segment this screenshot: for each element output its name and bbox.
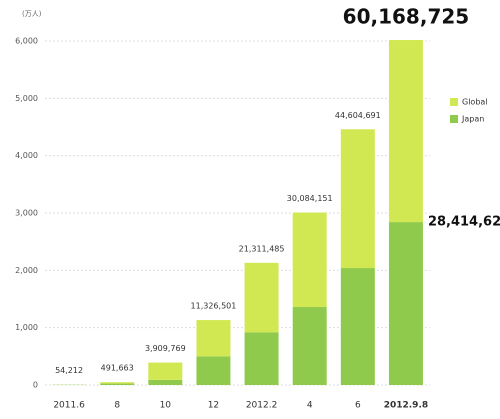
bar-segment (292, 212, 327, 308)
y-tick-label: 5,000 (15, 94, 38, 103)
bar-segment (244, 332, 279, 385)
x-tick-label: 12 (208, 401, 219, 411)
total-label: 3,909,769 (145, 344, 186, 353)
bar-segment (148, 379, 183, 385)
bar-segment (340, 268, 375, 385)
bar-segment (100, 383, 135, 385)
total-label: 44,604,691 (335, 111, 381, 120)
x-tick-label: 2011.6 (53, 401, 85, 411)
bar-segment (244, 262, 279, 333)
y-tick-label: 0 (33, 381, 38, 390)
y-tick-label: 1,000 (15, 323, 38, 332)
x-tick-label: 2012.9.8 (384, 401, 428, 411)
legend-swatch (450, 98, 458, 106)
x-tick-label: 8 (114, 401, 120, 411)
x-tick-label: 2012.2 (246, 401, 278, 411)
total-label: 21,311,485 (239, 244, 285, 253)
bar-segment (100, 382, 135, 384)
bar-segment (340, 129, 375, 269)
bar-segment (388, 40, 423, 223)
total-label: 54,212 (55, 366, 83, 375)
total-label: 491,663 (101, 364, 134, 373)
legend-label: Global (462, 98, 488, 107)
total-label: 30,084,151 (287, 194, 333, 203)
x-tick-label: 6 (355, 401, 361, 411)
x-tick-label: 4 (307, 401, 313, 411)
y-tick-label: 6,000 (15, 37, 38, 46)
y-axis-label: (万人) (22, 10, 42, 18)
total-label: 11,326,501 (191, 302, 237, 311)
bar-segment (148, 362, 183, 380)
bar-segment (388, 222, 423, 385)
y-tick-label: 4,000 (15, 151, 38, 160)
legend-swatch (450, 115, 458, 123)
x-tick-label: 10 (160, 401, 172, 411)
legend-label: Japan (461, 115, 484, 124)
bar-segment (196, 356, 231, 385)
total-label: 60,168,725 (343, 5, 470, 29)
y-tick-label: 2,000 (15, 266, 38, 275)
bar-segment (292, 307, 327, 385)
value-label: 28,414,629 (428, 215, 500, 230)
y-tick-label: 3,000 (15, 209, 38, 218)
bar-segment (196, 320, 231, 357)
